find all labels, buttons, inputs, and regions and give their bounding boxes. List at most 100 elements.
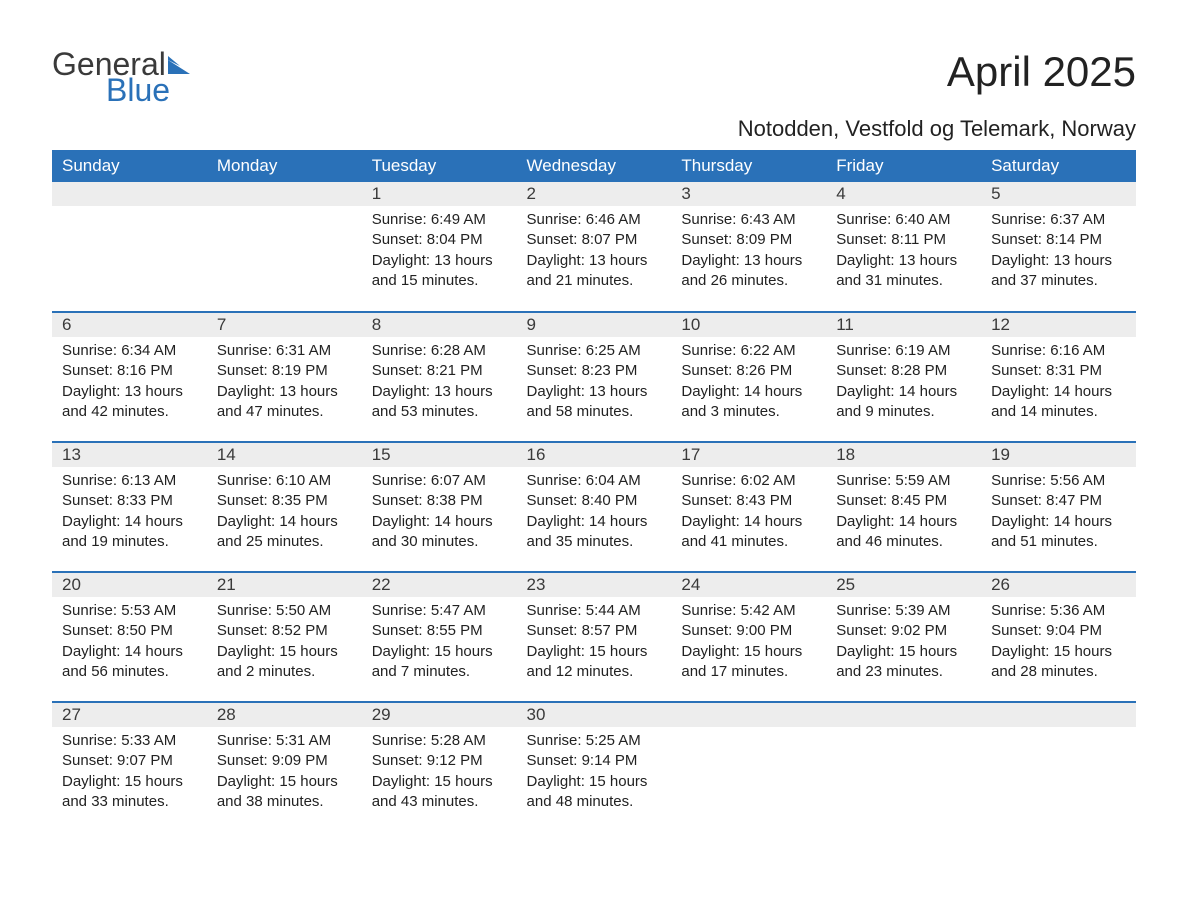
sunset-text: Sunset: 9:09 PM: [217, 751, 352, 771]
day-number: 12: [981, 313, 1136, 337]
calendar-cell: 9Sunrise: 6:25 AMSunset: 8:23 PMDaylight…: [517, 312, 672, 442]
day-content: Sunrise: 6:49 AMSunset: 8:04 PMDaylight:…: [362, 206, 517, 305]
day-number: [207, 182, 362, 206]
daylight-text: Daylight: 14 hours and 19 minutes.: [62, 512, 197, 553]
day-header: Thursday: [671, 150, 826, 182]
calendar-cell: 11Sunrise: 6:19 AMSunset: 8:28 PMDayligh…: [826, 312, 981, 442]
calendar-cell: 23Sunrise: 5:44 AMSunset: 8:57 PMDayligh…: [517, 572, 672, 702]
sunrise-text: Sunrise: 5:25 AM: [527, 731, 662, 751]
sunset-text: Sunset: 8:16 PM: [62, 361, 197, 381]
day-number: 21: [207, 573, 362, 597]
day-number: 20: [52, 573, 207, 597]
day-number: 28: [207, 703, 362, 727]
calendar-cell: 29Sunrise: 5:28 AMSunset: 9:12 PMDayligh…: [362, 702, 517, 832]
title-block: April 2025: [947, 48, 1136, 96]
sunrise-text: Sunrise: 6:43 AM: [681, 210, 816, 230]
sunrise-text: Sunrise: 6:34 AM: [62, 341, 197, 361]
day-number: 1: [362, 182, 517, 206]
sunrise-text: Sunrise: 5:36 AM: [991, 601, 1126, 621]
day-number: [52, 182, 207, 206]
sunrise-text: Sunrise: 5:56 AM: [991, 471, 1126, 491]
day-content: Sunrise: 6:02 AMSunset: 8:43 PMDaylight:…: [671, 467, 826, 566]
daylight-text: Daylight: 15 hours and 23 minutes.: [836, 642, 971, 683]
sunset-text: Sunset: 8:09 PM: [681, 230, 816, 250]
sunset-text: Sunset: 8:21 PM: [372, 361, 507, 381]
sunset-text: Sunset: 8:07 PM: [527, 230, 662, 250]
sunrise-text: Sunrise: 6:10 AM: [217, 471, 352, 491]
daylight-text: Daylight: 15 hours and 48 minutes.: [527, 772, 662, 813]
sunset-text: Sunset: 8:47 PM: [991, 491, 1126, 511]
day-number: 13: [52, 443, 207, 467]
day-number: 30: [517, 703, 672, 727]
calendar-head: Sunday Monday Tuesday Wednesday Thursday…: [52, 150, 1136, 182]
day-number: 19: [981, 443, 1136, 467]
day-content: Sunrise: 5:31 AMSunset: 9:09 PMDaylight:…: [207, 727, 362, 826]
sunset-text: Sunset: 8:11 PM: [836, 230, 971, 250]
calendar-body: 1Sunrise: 6:49 AMSunset: 8:04 PMDaylight…: [52, 182, 1136, 832]
calendar-cell: [671, 702, 826, 832]
sunset-text: Sunset: 8:55 PM: [372, 621, 507, 641]
sunset-text: Sunset: 8:57 PM: [527, 621, 662, 641]
calendar-cell: 25Sunrise: 5:39 AMSunset: 9:02 PMDayligh…: [826, 572, 981, 702]
day-number: 6: [52, 313, 207, 337]
day-content: Sunrise: 5:36 AMSunset: 9:04 PMDaylight:…: [981, 597, 1136, 696]
sunset-text: Sunset: 9:02 PM: [836, 621, 971, 641]
day-header: Sunday: [52, 150, 207, 182]
day-content: Sunrise: 5:44 AMSunset: 8:57 PMDaylight:…: [517, 597, 672, 696]
sunset-text: Sunset: 8:52 PM: [217, 621, 352, 641]
day-content: Sunrise: 5:39 AMSunset: 9:02 PMDaylight:…: [826, 597, 981, 696]
day-number: 4: [826, 182, 981, 206]
logo-word-2: Blue: [52, 74, 190, 106]
calendar-week-row: 6Sunrise: 6:34 AMSunset: 8:16 PMDaylight…: [52, 312, 1136, 442]
day-content: Sunrise: 5:47 AMSunset: 8:55 PMDaylight:…: [362, 597, 517, 696]
day-content: Sunrise: 6:40 AMSunset: 8:11 PMDaylight:…: [826, 206, 981, 305]
sunset-text: Sunset: 8:28 PM: [836, 361, 971, 381]
calendar-cell: 16Sunrise: 6:04 AMSunset: 8:40 PMDayligh…: [517, 442, 672, 572]
daylight-text: Daylight: 15 hours and 28 minutes.: [991, 642, 1126, 683]
sunrise-text: Sunrise: 6:16 AM: [991, 341, 1126, 361]
sunrise-text: Sunrise: 6:40 AM: [836, 210, 971, 230]
sunrise-text: Sunrise: 6:25 AM: [527, 341, 662, 361]
day-number: 26: [981, 573, 1136, 597]
daylight-text: Daylight: 15 hours and 7 minutes.: [372, 642, 507, 683]
sunrise-text: Sunrise: 6:13 AM: [62, 471, 197, 491]
day-header: Friday: [826, 150, 981, 182]
sunset-text: Sunset: 8:40 PM: [527, 491, 662, 511]
daylight-text: Daylight: 13 hours and 26 minutes.: [681, 251, 816, 292]
calendar-cell: 26Sunrise: 5:36 AMSunset: 9:04 PMDayligh…: [981, 572, 1136, 702]
calendar-cell: 10Sunrise: 6:22 AMSunset: 8:26 PMDayligh…: [671, 312, 826, 442]
sunrise-text: Sunrise: 6:19 AM: [836, 341, 971, 361]
calendar-cell: [52, 182, 207, 312]
day-content: Sunrise: 6:19 AMSunset: 8:28 PMDaylight:…: [826, 337, 981, 436]
day-header-row: Sunday Monday Tuesday Wednesday Thursday…: [52, 150, 1136, 182]
sunset-text: Sunset: 8:35 PM: [217, 491, 352, 511]
day-content: Sunrise: 6:31 AMSunset: 8:19 PMDaylight:…: [207, 337, 362, 436]
day-content: Sunrise: 5:59 AMSunset: 8:45 PMDaylight:…: [826, 467, 981, 566]
sunset-text: Sunset: 8:14 PM: [991, 230, 1126, 250]
day-number: 16: [517, 443, 672, 467]
calendar-cell: 5Sunrise: 6:37 AMSunset: 8:14 PMDaylight…: [981, 182, 1136, 312]
daylight-text: Daylight: 15 hours and 33 minutes.: [62, 772, 197, 813]
daylight-text: Daylight: 15 hours and 38 minutes.: [217, 772, 352, 813]
daylight-text: Daylight: 13 hours and 21 minutes.: [527, 251, 662, 292]
day-number: 17: [671, 443, 826, 467]
daylight-text: Daylight: 14 hours and 25 minutes.: [217, 512, 352, 553]
day-content: Sunrise: 6:46 AMSunset: 8:07 PMDaylight:…: [517, 206, 672, 305]
day-number: 24: [671, 573, 826, 597]
sunrise-text: Sunrise: 6:02 AM: [681, 471, 816, 491]
sunrise-text: Sunrise: 5:47 AM: [372, 601, 507, 621]
day-number: [981, 703, 1136, 727]
calendar-cell: 22Sunrise: 5:47 AMSunset: 8:55 PMDayligh…: [362, 572, 517, 702]
calendar-cell: 15Sunrise: 6:07 AMSunset: 8:38 PMDayligh…: [362, 442, 517, 572]
sunrise-text: Sunrise: 5:59 AM: [836, 471, 971, 491]
calendar-cell: [826, 702, 981, 832]
calendar-week-row: 27Sunrise: 5:33 AMSunset: 9:07 PMDayligh…: [52, 702, 1136, 832]
daylight-text: Daylight: 14 hours and 46 minutes.: [836, 512, 971, 553]
calendar-cell: [981, 702, 1136, 832]
calendar-cell: 27Sunrise: 5:33 AMSunset: 9:07 PMDayligh…: [52, 702, 207, 832]
day-header: Monday: [207, 150, 362, 182]
sunset-text: Sunset: 8:33 PM: [62, 491, 197, 511]
calendar-cell: 18Sunrise: 5:59 AMSunset: 8:45 PMDayligh…: [826, 442, 981, 572]
daylight-text: Daylight: 15 hours and 43 minutes.: [372, 772, 507, 813]
day-number: 10: [671, 313, 826, 337]
